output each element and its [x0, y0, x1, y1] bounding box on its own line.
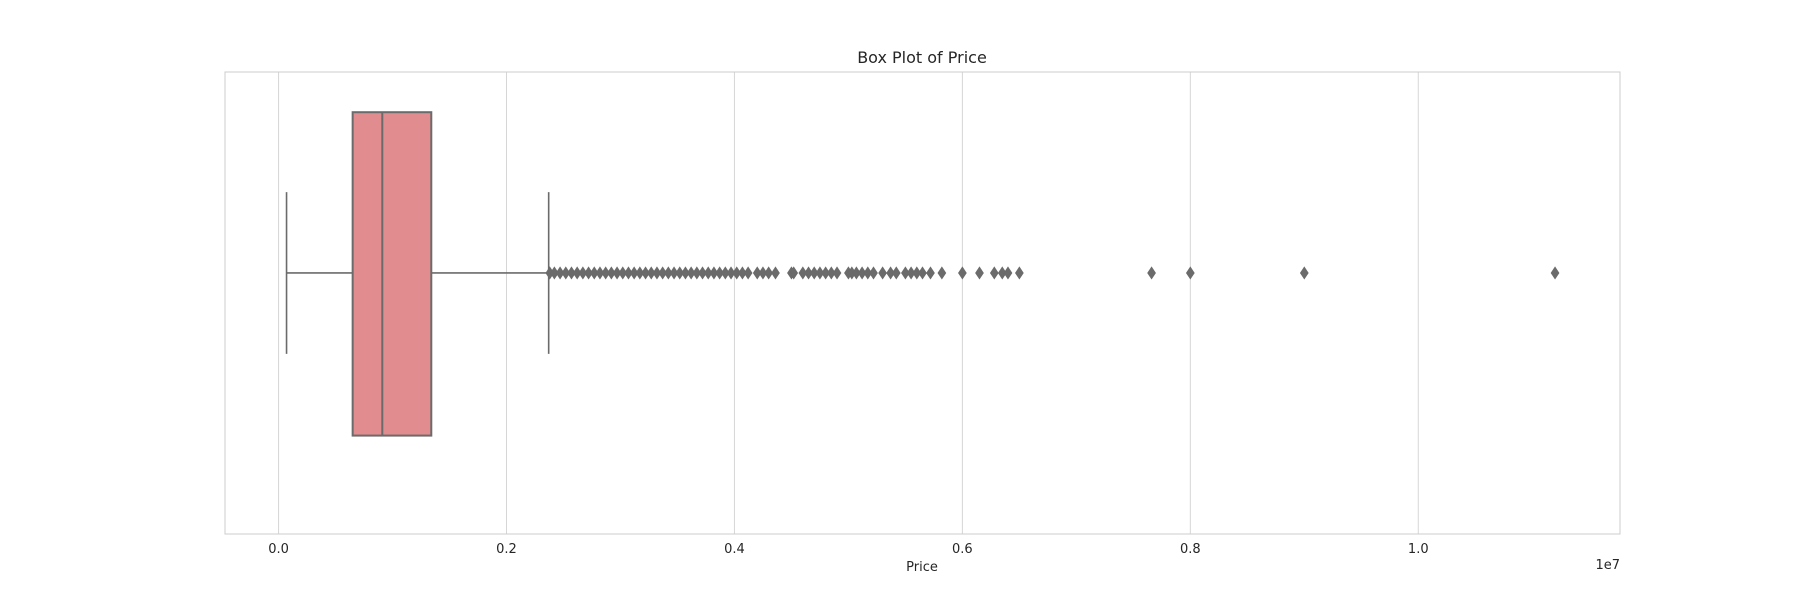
outlier-point — [918, 266, 927, 280]
x-tick-label: 0.4 — [724, 542, 745, 557]
x-tick-label: 0.8 — [1180, 542, 1201, 557]
outlier-point — [635, 266, 645, 280]
outlier-point — [804, 266, 813, 280]
outlier-point — [758, 266, 768, 280]
outlier-point — [926, 266, 935, 280]
outlier-point — [732, 266, 742, 280]
outlier-point — [901, 266, 910, 280]
outlier-point — [646, 266, 656, 280]
outlier-point — [601, 266, 611, 280]
outlier-point — [681, 266, 690, 280]
outlier-point — [589, 266, 599, 280]
outlier-point — [686, 266, 696, 280]
outlier-point — [771, 266, 780, 280]
outlier-point — [692, 266, 702, 280]
outlier-point — [906, 266, 916, 280]
box-plot-elements — [285, 111, 550, 437]
outlier-point — [595, 266, 605, 280]
chart-title: Box Plot of Price — [857, 48, 987, 67]
x-tick-label: 0.6 — [952, 542, 973, 557]
outlier-point — [624, 266, 633, 280]
outlier-point — [1185, 266, 1195, 280]
outlier-point — [663, 266, 673, 280]
outlier-point — [1550, 266, 1560, 280]
outlier-point — [975, 266, 984, 280]
outlier-point — [937, 266, 947, 280]
outlier-point — [878, 266, 887, 280]
outlier-point — [826, 266, 836, 280]
outlier-point — [550, 266, 559, 280]
outlier-point — [912, 266, 922, 280]
outlier-point — [752, 266, 762, 280]
outlier-point — [1003, 266, 1013, 280]
outlier-point — [715, 266, 724, 280]
outlier-point — [1299, 266, 1309, 280]
outlier-point — [891, 266, 901, 280]
outlier-point — [958, 266, 967, 280]
x-tick-label: 1.0 — [1408, 542, 1429, 557]
outlier-point — [815, 266, 825, 280]
x-axis-ticks: 0.0 0.2 0.4 0.6 0.8 1.0 — [268, 542, 1428, 557]
x-tick-label: 0.2 — [496, 542, 517, 557]
outlier-point — [641, 266, 650, 280]
outlier-point — [703, 266, 713, 280]
outlier-point — [629, 266, 639, 280]
outlier-point — [561, 266, 571, 280]
outlier-points — [545, 266, 1560, 280]
outlier-point — [669, 266, 679, 280]
outlier-point — [584, 266, 593, 280]
outlier-point — [567, 266, 576, 280]
outlier-point — [852, 266, 861, 280]
outlier-point — [809, 266, 819, 280]
outlier-point — [832, 266, 842, 280]
outlier-point — [821, 266, 830, 280]
x-axis-scale-offset: 1e7 — [1595, 558, 1620, 573]
outlier-point — [709, 266, 719, 280]
outlier-point — [572, 266, 582, 280]
outlier-point — [738, 266, 747, 280]
outlier-point — [618, 266, 628, 280]
outlier-point — [798, 266, 808, 280]
outlier-point — [578, 266, 588, 280]
outlier-point — [789, 266, 799, 280]
outlier-point — [612, 266, 622, 280]
outlier-point — [698, 266, 707, 280]
plot-frame — [224, 71, 1621, 535]
grid-lines — [278, 72, 1419, 534]
outlier-point — [1147, 266, 1156, 280]
outlier-point — [743, 266, 753, 280]
x-tick-label: 0.0 — [268, 542, 289, 557]
outlier-point — [726, 266, 736, 280]
x-axis-label: Price — [906, 560, 938, 575]
outlier-point — [869, 266, 878, 280]
outlier-point — [863, 266, 873, 280]
outlier-point — [652, 266, 662, 280]
outlier-point — [857, 266, 867, 280]
outlier-point — [764, 266, 774, 280]
outlier-point — [886, 266, 895, 280]
interquartile-box — [351, 111, 433, 437]
outlier-point — [997, 266, 1007, 280]
outlier-point — [720, 266, 730, 280]
outlier-point — [989, 266, 999, 280]
outlier-point — [606, 266, 616, 280]
outlier-point — [675, 266, 685, 280]
outlier-point — [658, 266, 668, 280]
outlier-point — [1015, 266, 1024, 280]
outlier-point — [555, 266, 565, 280]
